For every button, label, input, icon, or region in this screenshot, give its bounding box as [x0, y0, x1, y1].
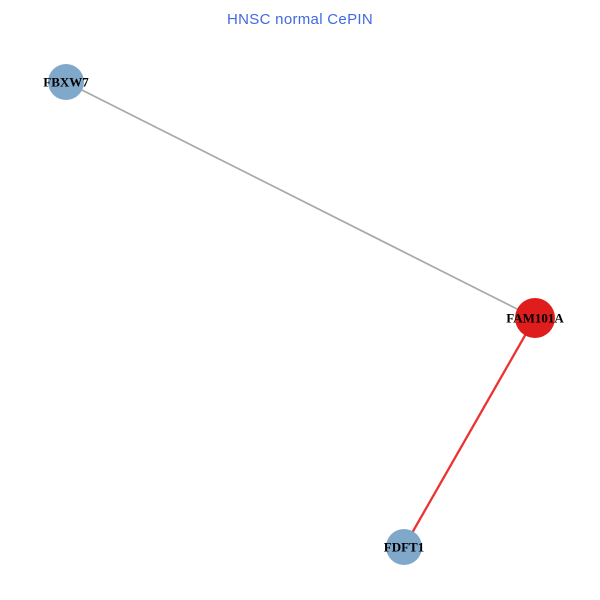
- node-FBXW7: [48, 64, 84, 100]
- node-label-FAM101A: FAM101A: [506, 311, 564, 326]
- node-FDFT1: [386, 529, 422, 565]
- figure-title: HNSC normal CePIN: [227, 11, 373, 28]
- edge-FBXW7-FAM101A: [65, 81, 536, 319]
- node-label-FBXW7: FBXW7: [43, 75, 89, 90]
- node-FAM101A: [515, 298, 555, 338]
- edge-FAM101A-FDFT1: [403, 317, 536, 548]
- node-label-FDFT1: FDFT1: [384, 540, 424, 555]
